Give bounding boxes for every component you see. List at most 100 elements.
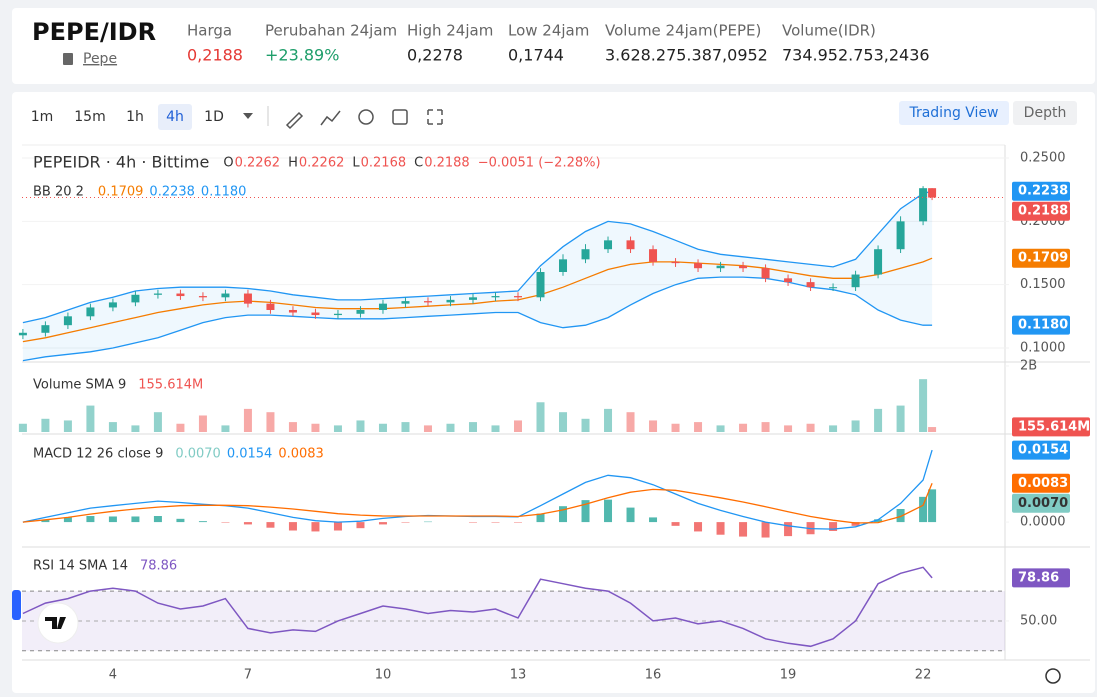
volume-bar bbox=[928, 427, 937, 432]
macd-histogram bbox=[928, 489, 937, 523]
candle-body bbox=[423, 301, 432, 303]
coin-link[interactable]: Pepe bbox=[83, 51, 117, 67]
macd-histogram bbox=[784, 522, 793, 537]
candle-body bbox=[41, 325, 50, 333]
ohlc-value: 0.2262 bbox=[235, 156, 281, 171]
price-tag-label: 78.86 bbox=[1018, 570, 1059, 585]
indicator-line bbox=[22, 276, 933, 362]
stat-label: Harga bbox=[187, 22, 232, 40]
candle-body bbox=[491, 296, 500, 298]
y-tick-label: 0.2500 bbox=[1020, 151, 1066, 166]
candle-body bbox=[626, 240, 635, 250]
candle-body bbox=[671, 261, 680, 264]
volume-bar bbox=[851, 420, 860, 432]
macd-histogram bbox=[108, 516, 117, 523]
indicator-line bbox=[22, 190, 933, 324]
macd-histogram bbox=[266, 522, 275, 528]
candle-body bbox=[784, 278, 793, 283]
interval-button[interactable]: 1D bbox=[204, 109, 224, 125]
x-tick-label: 19 bbox=[780, 668, 797, 683]
volume-bar bbox=[649, 420, 658, 432]
macd-histogram bbox=[919, 496, 928, 523]
macd-histogram bbox=[131, 516, 140, 523]
candle-body bbox=[716, 265, 725, 269]
price-tag-label: 0.1180 bbox=[1018, 318, 1068, 333]
draw-icon[interactable] bbox=[285, 111, 304, 130]
macd-histogram bbox=[694, 522, 703, 532]
volume-bar bbox=[784, 425, 793, 432]
x-tick-label: 10 bbox=[375, 668, 392, 683]
volume-bar bbox=[896, 405, 905, 432]
stat-value: +23.89% bbox=[265, 46, 339, 65]
candle-body bbox=[378, 303, 387, 310]
x-tick-label: 13 bbox=[510, 668, 527, 683]
ohlc-value: 0.2188 bbox=[424, 156, 470, 171]
candle-body bbox=[928, 188, 937, 198]
interval-button[interactable]: 4h bbox=[166, 109, 184, 125]
volume-bar bbox=[288, 422, 297, 432]
macd-histogram bbox=[626, 507, 635, 523]
macd-histogram bbox=[356, 522, 365, 529]
fullscreen-icon[interactable] bbox=[427, 109, 443, 125]
x-tick-label: 22 bbox=[915, 668, 932, 683]
candle-body bbox=[581, 249, 590, 260]
save-icon[interactable] bbox=[392, 109, 408, 125]
change: −0.0051 (−2.28%) bbox=[478, 156, 601, 171]
macd-histogram bbox=[176, 518, 185, 523]
stat-label: Perubahan 24jam bbox=[265, 22, 397, 40]
candle-body bbox=[333, 313, 342, 316]
view-tab[interactable]: Depth bbox=[1024, 105, 1067, 121]
candle-body bbox=[514, 296, 523, 298]
macd-histogram bbox=[378, 522, 387, 525]
volume-bar bbox=[446, 423, 455, 432]
volume-bar bbox=[581, 418, 590, 432]
price-tag bbox=[1012, 417, 1090, 437]
indicator-value: 0.1180 bbox=[201, 185, 247, 200]
candle-body bbox=[311, 312, 320, 316]
interval-button[interactable]: 15m bbox=[74, 109, 105, 125]
candle-body bbox=[468, 297, 477, 300]
macd-histogram bbox=[829, 522, 838, 531]
indicator-title: BB 20 2 bbox=[33, 185, 84, 200]
sma-value: 155.614M bbox=[138, 378, 203, 393]
y-tick-label: 0.1000 bbox=[1020, 340, 1066, 355]
candle-body bbox=[198, 296, 207, 298]
macd-histogram bbox=[41, 519, 50, 523]
interval-button[interactable]: 1m bbox=[31, 109, 54, 125]
volume-bar bbox=[671, 423, 680, 432]
chart-settings[interactable] bbox=[1045, 668, 1061, 684]
pane-title: RSI 14 SMA 14 bbox=[33, 559, 128, 574]
interval-button[interactable]: 1h bbox=[126, 109, 144, 125]
toolbar: 1m 15m 1h 4h 1D Trading View Depth bbox=[31, 101, 1077, 130]
macd-histogram bbox=[63, 517, 72, 523]
candle-body bbox=[108, 302, 117, 308]
price-tag bbox=[1012, 493, 1070, 513]
settings-icon[interactable] bbox=[358, 109, 374, 125]
volume-bar bbox=[806, 423, 815, 432]
stat-label: High 24jam bbox=[407, 22, 493, 40]
volume-bar bbox=[86, 405, 95, 432]
histogram-value: 0.0070 bbox=[175, 447, 221, 462]
stat-label: Volume(IDR) bbox=[782, 22, 876, 40]
macd-histogram bbox=[716, 522, 725, 535]
candle-body bbox=[874, 249, 883, 275]
header-card bbox=[12, 8, 1095, 84]
scroll-handle[interactable] bbox=[12, 590, 21, 620]
volume-bar bbox=[604, 408, 613, 432]
pane-title: MACD 12 26 close 9 bbox=[33, 447, 163, 462]
view-tab-bg bbox=[899, 101, 1009, 125]
candle-body bbox=[176, 293, 185, 297]
volume-bar bbox=[153, 412, 162, 432]
candle-body bbox=[806, 282, 815, 288]
indicator-icon[interactable] bbox=[320, 110, 341, 126]
candle-body bbox=[288, 309, 297, 313]
chart-card bbox=[12, 92, 1095, 693]
view-tab[interactable]: Trading View bbox=[908, 105, 998, 121]
candle-body bbox=[919, 188, 928, 222]
macd-histogram bbox=[311, 522, 320, 532]
ohlc-label: L bbox=[352, 156, 360, 171]
stat-value: 0,1744 bbox=[508, 46, 564, 65]
macd-histogram bbox=[896, 509, 905, 523]
interval-dropdown[interactable] bbox=[243, 113, 253, 119]
